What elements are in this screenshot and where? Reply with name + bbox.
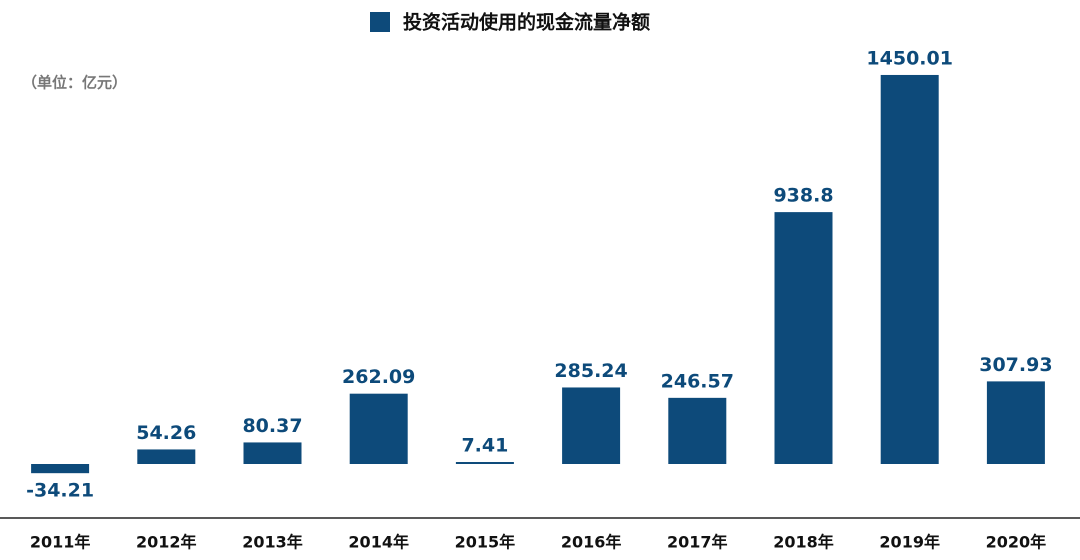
unit-note: （单位：亿元） [22,74,127,92]
legend-label: 投资活动使用的现金流量净额 [403,11,650,34]
x-tick-label: 2018年 [773,533,834,552]
x-tick-label: 2020年 [986,533,1047,552]
value-label: 285.24 [554,360,627,382]
bar [774,212,833,464]
x-tick-label: 2015年 [455,533,516,552]
bar [562,387,621,464]
x-tick-label: 2011年 [30,533,91,552]
x-tick-label: 2017年 [667,533,728,552]
bar [986,381,1045,464]
x-tick-label: 2013年 [242,533,303,552]
bar [880,74,939,465]
bar [31,464,90,474]
legend-swatch [370,12,390,32]
value-label: 80.37 [242,415,302,437]
bar [668,397,727,464]
x-tick-label: 2014年 [348,533,409,552]
bar [455,462,514,464]
x-tick-label: 2012年 [136,533,197,552]
value-label: -34.21 [26,480,94,502]
bar [243,442,302,464]
value-label: 7.41 [461,435,508,457]
bar [349,393,408,464]
value-label: 262.09 [342,366,415,388]
value-label: 938.8 [773,185,833,207]
value-label: 54.26 [136,422,196,444]
value-label: 307.93 [979,354,1052,376]
bar [137,449,196,464]
x-tick-label: 2019年 [879,533,940,552]
value-label: 1450.01 [866,47,953,69]
value-label: 246.57 [661,370,734,392]
x-tick-label: 2016年 [561,533,622,552]
